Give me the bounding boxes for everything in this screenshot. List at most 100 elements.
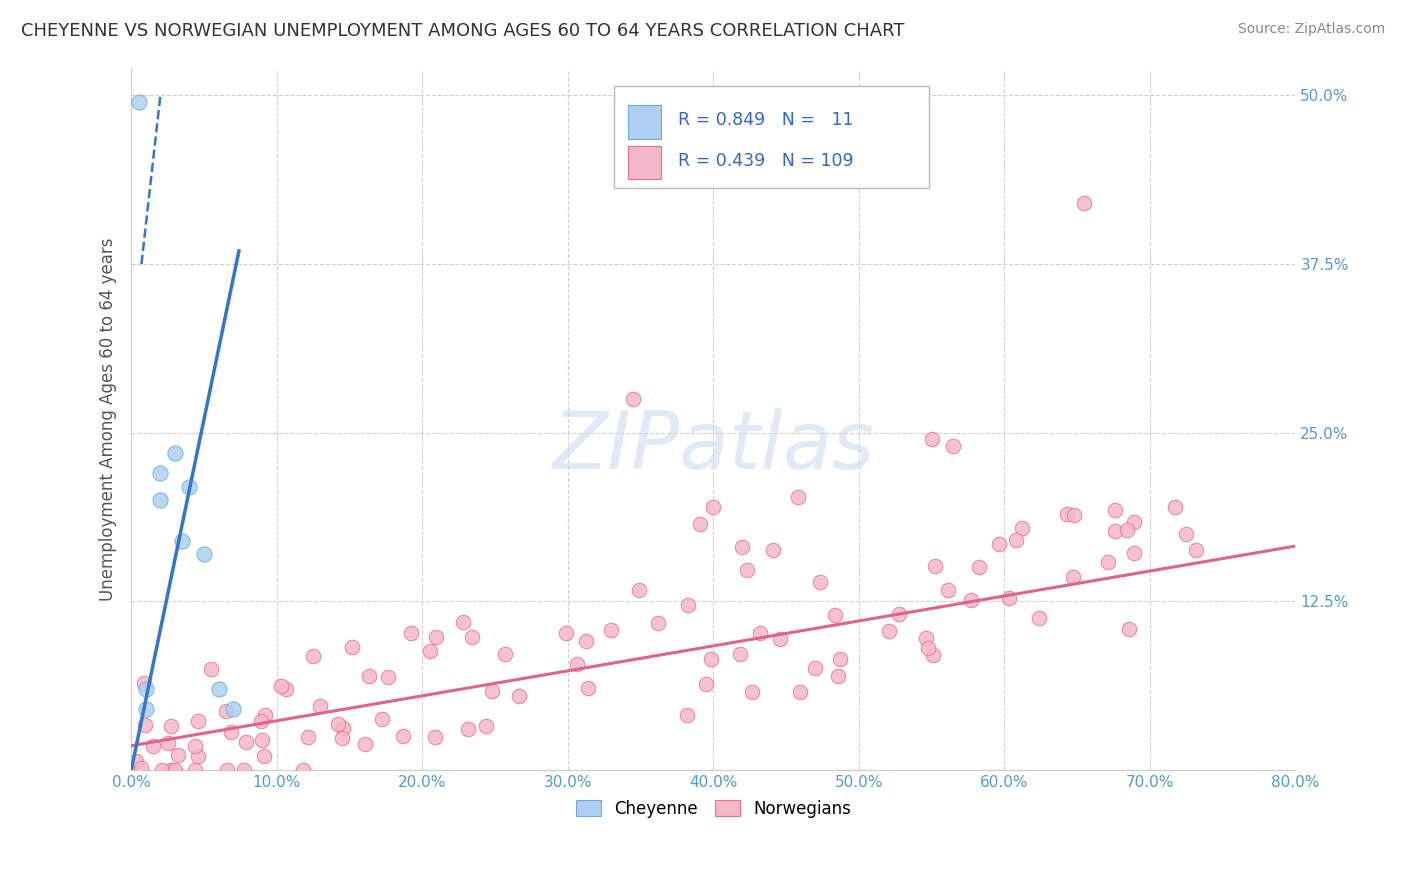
Point [769, 632, 792, 647]
Point [253, 749, 276, 764]
Point [554, 625, 576, 640]
Point [457, 722, 479, 736]
Point [217, 763, 239, 777]
Point [135, 681, 157, 696]
Text: R = 0.439   N = 109: R = 0.439 N = 109 [679, 153, 853, 170]
Point [1118, 623, 1140, 637]
Point [804, 661, 827, 675]
Point [1073, 196, 1095, 211]
Point [1104, 524, 1126, 538]
Point [142, 739, 165, 754]
Point [184, 763, 207, 777]
Point [731, 541, 754, 555]
Point [309, 699, 332, 714]
Text: Source: ZipAtlas.com: Source: ZipAtlas.com [1237, 22, 1385, 37]
Point [494, 647, 516, 661]
Point [1116, 523, 1139, 537]
Point [967, 560, 990, 574]
Point [187, 714, 209, 729]
Point [627, 582, 650, 597]
Point [621, 392, 644, 406]
Point [728, 647, 751, 661]
Point [1122, 516, 1144, 530]
Point [135, 702, 157, 716]
Bar [628, 105, 661, 138]
Point [827, 669, 849, 683]
Point [149, 467, 172, 481]
Point [160, 719, 183, 733]
Point [270, 679, 292, 693]
Point [232, 763, 254, 777]
Point [702, 500, 724, 514]
Point [128, 95, 150, 110]
Point [249, 714, 271, 728]
Point [599, 624, 621, 638]
Point [808, 575, 831, 590]
Point [1123, 546, 1146, 560]
Point [200, 662, 222, 676]
Point [789, 685, 811, 699]
Point [1184, 543, 1206, 558]
Point [425, 630, 447, 644]
Point [942, 439, 965, 453]
Point [253, 707, 276, 722]
Point [921, 433, 943, 447]
Point [676, 599, 699, 613]
Text: ZIPatlas: ZIPatlas [553, 409, 875, 486]
Text: R = 0.849   N =   11: R = 0.849 N = 11 [679, 111, 853, 128]
Point [297, 730, 319, 744]
Point [125, 754, 148, 768]
Point [988, 537, 1011, 551]
Point [330, 731, 353, 745]
Point [1063, 508, 1085, 523]
Point [1011, 520, 1033, 534]
Point [353, 737, 375, 751]
Point [235, 735, 257, 749]
Point [371, 712, 394, 726]
Point [576, 681, 599, 696]
Point [187, 749, 209, 764]
Point [1164, 500, 1187, 514]
Point [399, 626, 422, 640]
Point [786, 490, 808, 504]
Point [675, 707, 697, 722]
Point [377, 670, 399, 684]
Point [474, 719, 496, 733]
Point [131, 761, 153, 775]
Point [166, 747, 188, 762]
Point [748, 625, 770, 640]
Point [960, 593, 983, 607]
Point [828, 652, 851, 666]
Point [163, 763, 186, 777]
Point [1004, 533, 1026, 547]
Point [917, 640, 939, 655]
Point [132, 675, 155, 690]
Point [391, 729, 413, 743]
Point [481, 683, 503, 698]
Point [179, 480, 201, 494]
Point [689, 517, 711, 532]
Point [735, 563, 758, 577]
Point [172, 533, 194, 548]
Point [419, 644, 441, 658]
Point [879, 624, 901, 638]
Point [1062, 570, 1084, 584]
Point [998, 591, 1021, 606]
Text: CHEYENNE VS NORWEGIAN UNEMPLOYMENT AMONG AGES 60 TO 64 YEARS CORRELATION CHART: CHEYENNE VS NORWEGIAN UNEMPLOYMENT AMONG… [21, 22, 904, 40]
Legend: Cheyenne, Norwegians: Cheyenne, Norwegians [569, 794, 858, 825]
Point [291, 763, 314, 777]
Point [508, 689, 530, 703]
Point [302, 648, 325, 663]
Point [936, 583, 959, 598]
Point [575, 633, 598, 648]
Point [1175, 527, 1198, 541]
Point [160, 763, 183, 777]
Point [207, 681, 229, 696]
Point [359, 669, 381, 683]
Point [332, 721, 354, 735]
Point [451, 615, 474, 629]
Point [222, 702, 245, 716]
Point [149, 493, 172, 508]
Point [887, 607, 910, 621]
Point [150, 763, 173, 777]
